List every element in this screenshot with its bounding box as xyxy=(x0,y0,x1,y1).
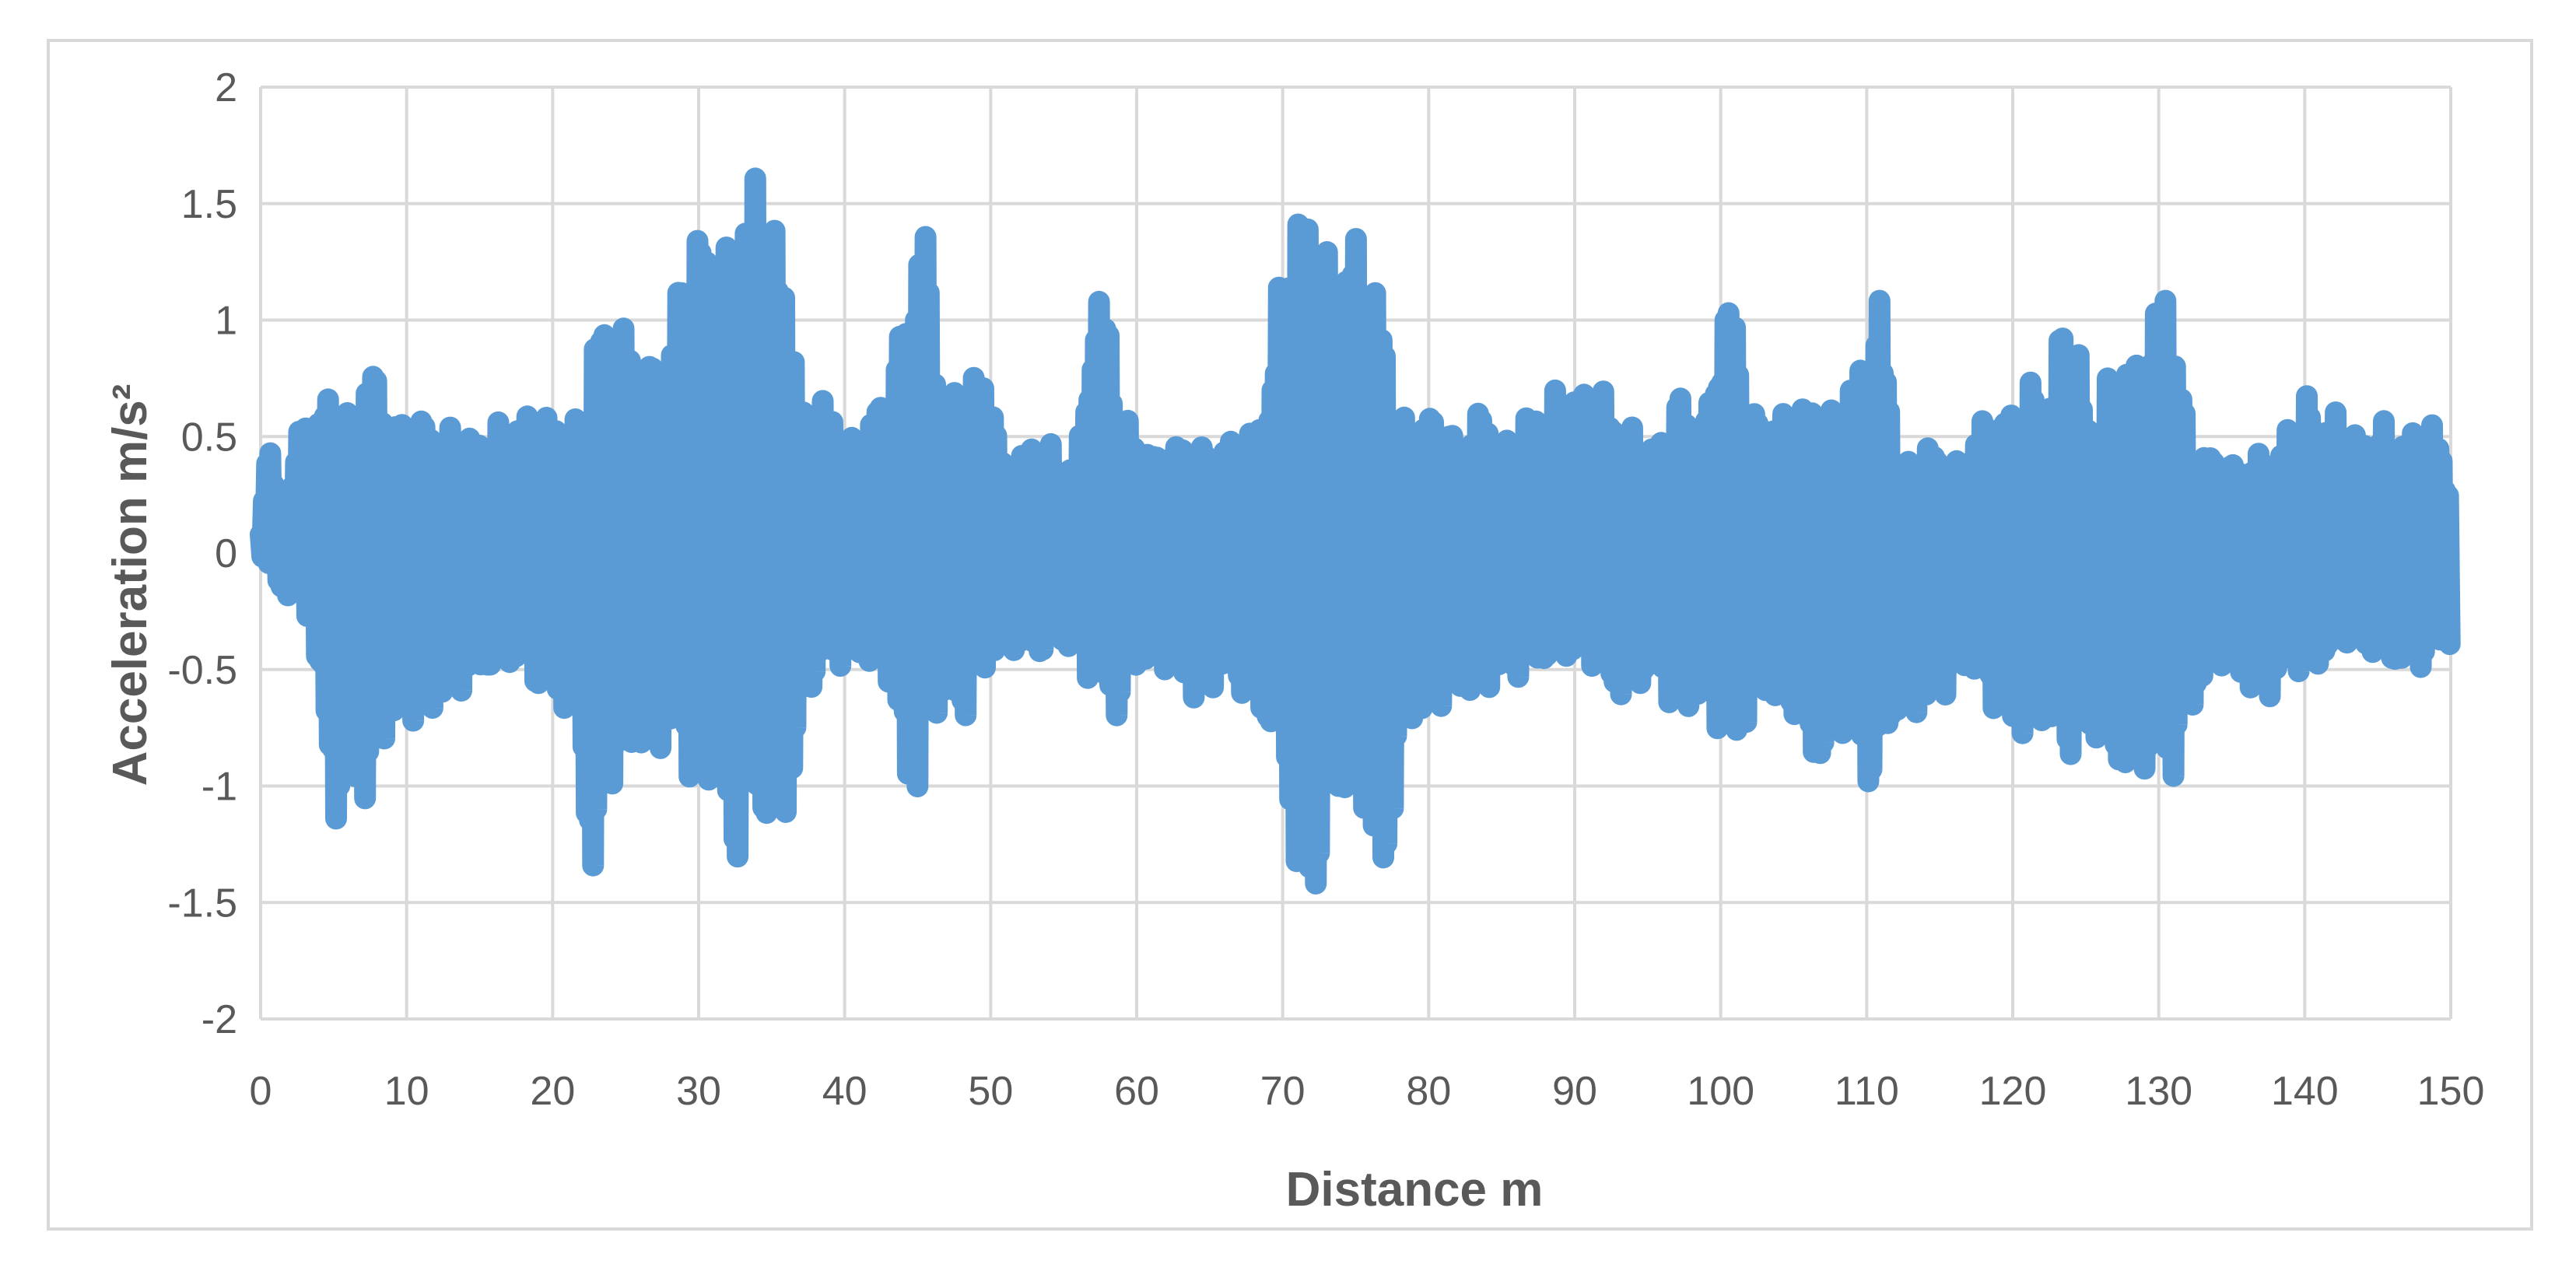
y-axis-title: Acceleration m/s² xyxy=(103,384,157,786)
series-line xyxy=(250,167,2461,895)
x-tick-label: 60 xyxy=(1114,1069,1159,1114)
x-tick-label: 40 xyxy=(822,1069,867,1114)
y-tick-label: -0.5 xyxy=(167,648,237,693)
x-tick-label: 90 xyxy=(1552,1069,1597,1114)
y-tick-label: -1.5 xyxy=(167,881,237,926)
y-tick-label: 0.5 xyxy=(181,415,237,460)
y-tick-label: 2 xyxy=(215,65,237,110)
x-tick-label: 70 xyxy=(1260,1069,1306,1114)
y-tick-label: 0 xyxy=(215,531,237,576)
x-tick-label: 140 xyxy=(2271,1069,2339,1114)
chart-area xyxy=(47,39,2533,1231)
x-tick-label: 30 xyxy=(676,1069,721,1114)
x-tick-label: 0 xyxy=(250,1069,272,1114)
x-tick-label: 120 xyxy=(1979,1069,2047,1114)
x-tick-label: 110 xyxy=(1835,1069,1899,1114)
x-tick-label: 50 xyxy=(968,1069,1013,1114)
y-tick-label: -2 xyxy=(202,997,237,1042)
x-tick-label: 130 xyxy=(2125,1069,2192,1114)
x-tick-label: 10 xyxy=(384,1069,429,1114)
x-tick-label: 80 xyxy=(1406,1069,1451,1114)
x-tick-label: 20 xyxy=(530,1069,575,1114)
y-tick-label: -1 xyxy=(202,765,237,810)
series-acceleration xyxy=(250,167,2461,895)
x-axis-title: Distance m xyxy=(1286,1163,1544,1217)
x-tick-labels: 0 10 20 30 40 50 60 70 80 90 100 110 120 130 140 150 xyxy=(250,1069,2485,1114)
y-tick-label: 1 xyxy=(215,299,237,344)
x-tick-label: 150 xyxy=(2417,1069,2485,1114)
x-tick-label: 100 xyxy=(1687,1069,1754,1114)
y-tick-labels: 2 1.5 1 0.5 0 -0.5 -1 -1.5 -2 xyxy=(167,65,237,1042)
y-tick-label: 1.5 xyxy=(181,182,237,227)
